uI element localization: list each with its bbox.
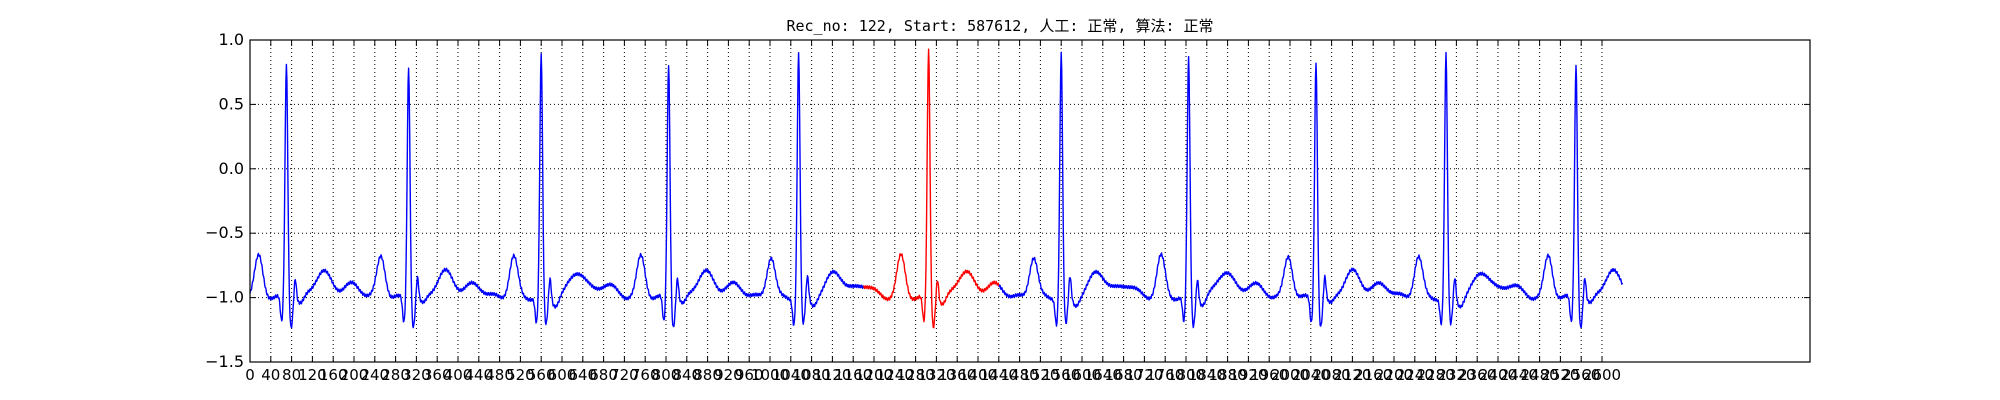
x-tick-label: 1320 xyxy=(917,366,955,384)
x-tick-label: 1640 xyxy=(1084,366,1122,384)
x-tick-label: 2400 xyxy=(1479,366,1517,384)
x-tick-label: 1680 xyxy=(1105,366,1143,384)
x-tick-label: 1080 xyxy=(793,366,831,384)
x-tick-label: 720 xyxy=(610,366,639,384)
y-tick-label: 0.5 xyxy=(219,94,244,113)
x-tick-label: 2040 xyxy=(1292,366,1330,384)
x-tick-label: 1560 xyxy=(1042,366,1080,384)
x-tick-label: 0 xyxy=(245,366,255,384)
x-tick-label: 880 xyxy=(693,366,722,384)
x-tick-label: 120 xyxy=(298,366,327,384)
x-tick-label: 1960 xyxy=(1250,366,1288,384)
x-tick-label: 520 xyxy=(506,366,535,384)
x-tick-label: 1480 xyxy=(1001,366,1039,384)
x-tick-label: 360 xyxy=(423,366,452,384)
x-tick-label: 1440 xyxy=(980,366,1018,384)
x-tick-label: 2280 xyxy=(1417,366,1455,384)
chart-title: Rec_no: 122, Start: 587612, 人工: 正常, 算法: … xyxy=(786,17,1213,35)
x-tick-label: 1840 xyxy=(1188,366,1226,384)
x-tick-label: 2560 xyxy=(1562,366,1600,384)
x-tick-label: 2320 xyxy=(1437,366,1475,384)
plot-frame xyxy=(249,39,1811,363)
x-tick-label: 1400 xyxy=(959,366,997,384)
x-tick-label: 1360 xyxy=(938,366,976,384)
x-tick-label: 2480 xyxy=(1521,366,1559,384)
x-tick-label: 2120 xyxy=(1333,366,1371,384)
x-tick-label: 2080 xyxy=(1313,366,1351,384)
x-tick-label: 1000 xyxy=(751,366,789,384)
x-tick-label: 840 xyxy=(672,366,701,384)
x-tick-label: 2600 xyxy=(1583,366,1621,384)
y-tick-label: 0.0 xyxy=(219,159,244,178)
y-tick-label: −1.5 xyxy=(205,352,244,371)
x-tick-label: 1760 xyxy=(1146,366,1184,384)
x-tick-label: 320 xyxy=(402,366,431,384)
x-tick-label: 1240 xyxy=(876,366,914,384)
x-tick-label: 680 xyxy=(589,366,618,384)
y-tick-label: 1.0 xyxy=(219,30,244,49)
x-tick-label: 2440 xyxy=(1500,366,1538,384)
x-tick-label: 560 xyxy=(527,366,556,384)
x-tick-label: 1800 xyxy=(1167,366,1205,384)
y-tick-label: −1.0 xyxy=(205,288,244,307)
series-line-2 xyxy=(998,51,1624,329)
x-tick-label: 1520 xyxy=(1021,366,1059,384)
x-tick-label: 280 xyxy=(381,366,410,384)
ecg-trace xyxy=(249,48,1624,329)
x-tick-label: 160 xyxy=(319,366,348,384)
y-axis: 1.0 0.5 0.0 −0.5 −1.0 −1.5 xyxy=(205,30,1810,371)
y-tick-label: −0.5 xyxy=(205,223,244,242)
x-tick-label: 1720 xyxy=(1125,366,1163,384)
x-tick-label: 800 xyxy=(652,366,681,384)
x-tick-label: 920 xyxy=(714,366,743,384)
x-tick-label: 1880 xyxy=(1209,366,1247,384)
x-tick-label: 200 xyxy=(340,366,369,384)
x-tick-label: 240 xyxy=(360,366,389,384)
x-tick-label: 2240 xyxy=(1396,366,1434,384)
series-line-0 xyxy=(249,52,865,329)
x-tick-label: 2200 xyxy=(1375,366,1413,384)
x-tick-label: 1160 xyxy=(834,366,872,384)
grid xyxy=(250,39,1810,363)
x-tick-label: 640 xyxy=(568,366,597,384)
x-tick-label: 1920 xyxy=(1229,366,1267,384)
x-tick-label: 600 xyxy=(548,366,577,384)
x-tick-label: 440 xyxy=(464,366,493,384)
x-tick-label: 40 xyxy=(261,366,280,384)
x-tick-label: 960 xyxy=(735,366,764,384)
x-tick-label: 2520 xyxy=(1541,366,1579,384)
x-tick-label: 2000 xyxy=(1271,366,1309,384)
x-axis: 0 40 8012016020024028032036040044048052056… xyxy=(245,40,1621,384)
x-tick-label: 1200 xyxy=(855,366,893,384)
x-tick-label: 1600 xyxy=(1063,366,1101,384)
series-line-1 xyxy=(862,48,1000,329)
x-tick-label: 2360 xyxy=(1458,366,1496,384)
x-tick-label: 1120 xyxy=(813,366,851,384)
x-tick-label: 400 xyxy=(444,366,473,384)
x-tick-label: 2160 xyxy=(1354,366,1392,384)
x-tick-label: 480 xyxy=(485,366,514,384)
plot-area xyxy=(250,40,1810,362)
x-tick-label: 1280 xyxy=(897,366,935,384)
x-tick-label: 1040 xyxy=(772,366,810,384)
x-tick-label: 80 xyxy=(282,366,301,384)
x-tick-label: 760 xyxy=(631,366,660,384)
